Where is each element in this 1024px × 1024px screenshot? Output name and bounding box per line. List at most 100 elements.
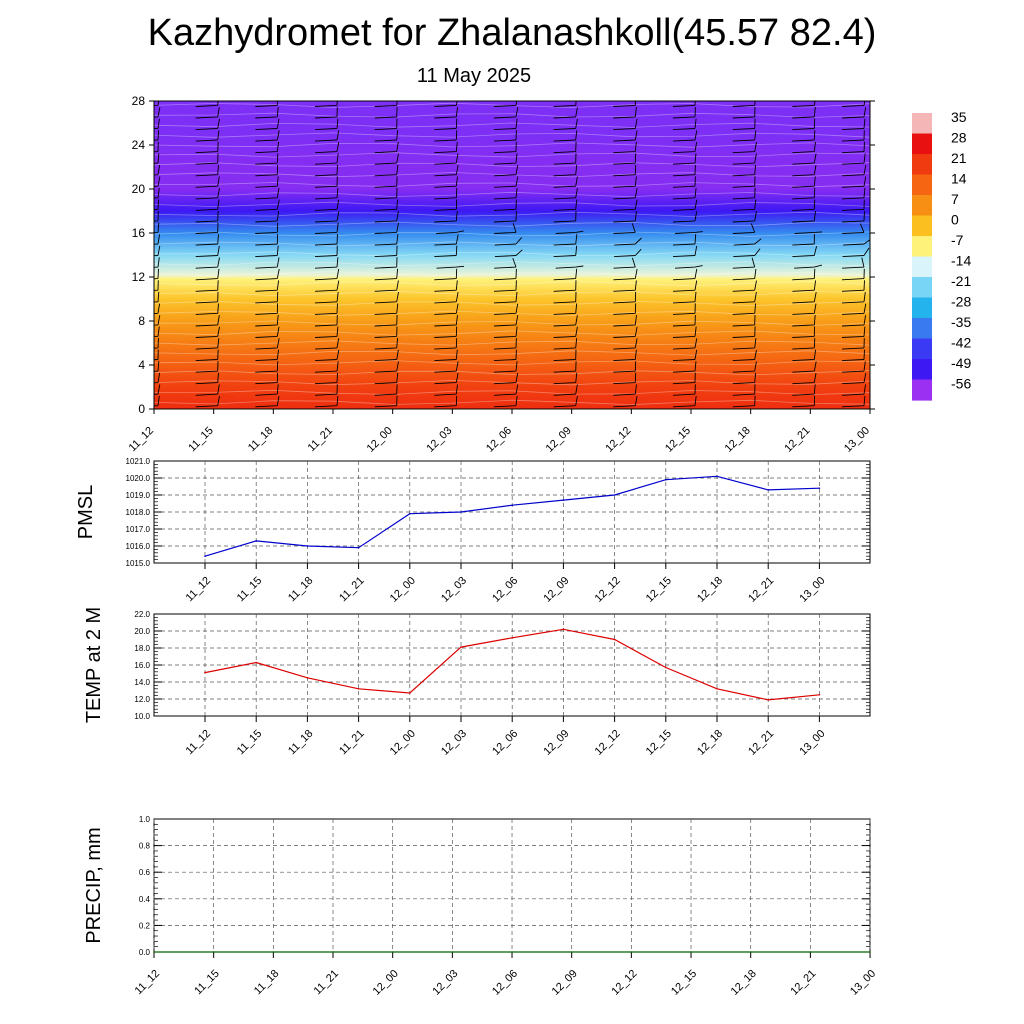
wind-barb	[553, 396, 578, 408]
wind-barb	[841, 176, 867, 188]
wind-barb	[732, 349, 757, 362]
wind-barb	[255, 291, 279, 304]
isotherm	[154, 281, 870, 287]
x-tick-label: 11_21	[337, 575, 367, 605]
wind-barb	[553, 372, 578, 385]
data-point	[613, 494, 616, 496]
x-tick-label: 11_12	[184, 575, 214, 605]
x-tick-label: 12_09	[544, 425, 574, 455]
wind-barb	[674, 265, 703, 269]
wind-barb	[195, 164, 219, 177]
wind-barb	[841, 153, 866, 165]
wind-barb	[672, 303, 696, 315]
wind-barb	[374, 326, 398, 338]
data-point	[306, 677, 309, 679]
wind-barb	[553, 176, 578, 188]
wind-barb	[314, 372, 338, 385]
wind-barb	[732, 257, 756, 269]
wind-barb	[732, 187, 756, 200]
wind-barb	[673, 130, 698, 142]
wind-barb	[732, 153, 757, 165]
wind-barb	[255, 257, 280, 269]
x-tick-label: 11_21	[337, 728, 367, 758]
wind-barb	[195, 107, 220, 119]
wind-barb	[374, 130, 399, 142]
isotherm	[154, 399, 870, 406]
wind-barb	[315, 211, 340, 223]
wind-barb	[314, 314, 338, 327]
wind-barb	[314, 234, 338, 246]
isotherm	[154, 370, 870, 376]
wind-barb	[434, 101, 458, 107]
wind-barb	[374, 118, 398, 131]
y-tick-label: 20	[132, 182, 146, 196]
wind-barb	[555, 230, 584, 234]
data-point	[332, 951, 334, 953]
wind-barb	[553, 153, 577, 165]
wind-barb	[553, 245, 578, 258]
wind-barb	[732, 164, 757, 177]
wind-barb	[493, 280, 517, 292]
wind-barb	[553, 338, 578, 350]
wind-barb	[732, 199, 757, 211]
wind-barb	[434, 176, 458, 188]
wind-barb	[374, 361, 399, 373]
wind-barb	[493, 268, 517, 281]
wind-barb	[732, 395, 756, 408]
wind-barb	[493, 118, 518, 131]
wind-barb	[792, 338, 816, 350]
wind-barb	[374, 314, 398, 327]
y-tick-label: 1015.0	[126, 559, 151, 568]
temp-2m-panel: 10.0 12.0 14.0 16.0 18.0 20.0 22.0 11_12 11_15 11…	[83, 607, 871, 758]
wind-barb	[434, 130, 458, 142]
wind-barb	[314, 176, 338, 188]
wind-barb	[195, 101, 219, 107]
wind-barb	[493, 395, 518, 408]
wind-barb	[195, 280, 219, 292]
y-tick-label: 1019.0	[126, 491, 151, 500]
data-point	[613, 638, 616, 641]
isotherm	[154, 182, 870, 188]
x-tick-label: 12_12	[593, 575, 623, 605]
x-tick-label: 11_12	[127, 425, 157, 455]
wind-barb	[792, 361, 817, 373]
colorbar-swatch	[912, 338, 932, 360]
wind-barb	[792, 349, 817, 362]
colorbar-swatch	[912, 113, 932, 135]
wind-barb	[792, 101, 816, 107]
wind-barb	[553, 315, 578, 327]
wind-barb	[255, 361, 279, 373]
x-tick-label: 12_12	[603, 425, 633, 455]
x-tick-label: 13_00	[842, 425, 872, 455]
wind-barb	[613, 130, 638, 142]
colorbar-label: 35	[951, 109, 967, 125]
wind-barb	[842, 223, 865, 234]
isotherm	[154, 201, 870, 208]
wind-barb	[314, 153, 339, 165]
wind-barb	[792, 384, 816, 396]
wind-barb	[842, 101, 866, 107]
data-point	[869, 951, 871, 953]
wind-barb	[255, 326, 280, 338]
wind-barb	[493, 141, 517, 154]
data-point	[562, 628, 565, 631]
wind-barb	[494, 107, 519, 119]
wind-barb	[255, 268, 280, 281]
data-point	[511, 951, 513, 953]
colorbar-label: -42	[951, 335, 971, 351]
wind-barb	[314, 303, 338, 315]
colorbar-label: 28	[951, 130, 967, 146]
wind-barb	[672, 234, 697, 246]
data-point	[716, 688, 718, 690]
wind-barb	[841, 130, 865, 142]
wind-barb	[732, 107, 756, 119]
x-tick-label: 11_21	[306, 425, 336, 455]
pmsl-panel: 1015.0 1016.0 1017.0 1018.0 1019.0 1020.0 1021…	[75, 457, 871, 605]
wind-barb	[613, 257, 636, 269]
wind-barb	[314, 164, 338, 177]
isotherm-lines	[154, 102, 870, 406]
wind-barb	[673, 199, 698, 211]
colorbar-swatch	[912, 195, 932, 217]
wind-barb	[613, 223, 636, 234]
wind-barb	[434, 372, 459, 385]
